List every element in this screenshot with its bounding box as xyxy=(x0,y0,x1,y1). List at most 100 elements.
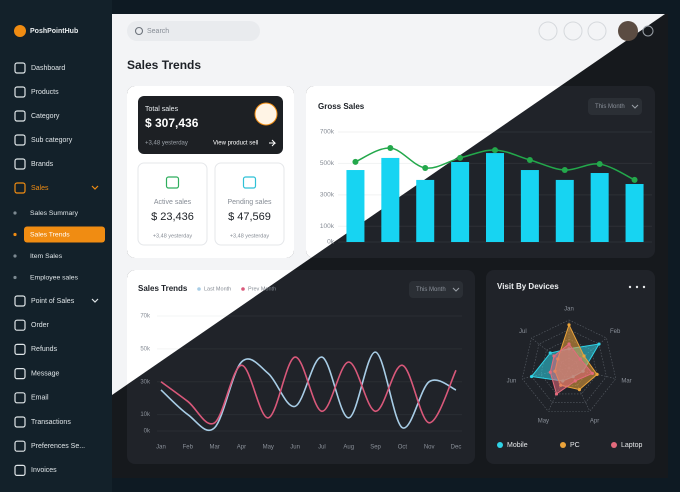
legend-dot xyxy=(611,442,617,448)
radar-point xyxy=(595,372,599,377)
legend-label: Prev Month xyxy=(248,286,276,292)
sidebar xyxy=(0,0,112,492)
search-box[interactable] xyxy=(127,21,260,41)
menu-icon xyxy=(14,368,26,380)
menu-item[interactable]: Invoices xyxy=(31,467,57,474)
submenu-dot xyxy=(13,254,17,258)
chart-title: Gross Sales xyxy=(318,102,365,111)
icon-button[interactable] xyxy=(538,21,558,41)
filter-label: This Month xyxy=(416,287,446,293)
bar xyxy=(590,173,609,242)
pending-label: Pending sales xyxy=(228,199,272,206)
bar xyxy=(451,162,470,242)
radar-point xyxy=(552,354,556,358)
menu-item[interactable]: Message xyxy=(31,370,60,377)
submenu-item[interactable]: Sales Summary xyxy=(30,210,79,217)
icon-button[interactable] xyxy=(587,21,607,41)
filter-dropdown[interactable] xyxy=(409,281,463,298)
axis-label: Jun xyxy=(507,379,517,385)
brand: PoshPointHub xyxy=(30,28,78,35)
chevron xyxy=(452,287,460,292)
chevron xyxy=(631,104,639,109)
pending-value: $ 47,569 xyxy=(228,211,271,223)
settings-icon[interactable] xyxy=(642,25,654,37)
x-tick-label: Jan xyxy=(156,445,166,451)
axis-label: May xyxy=(538,419,549,425)
radar-point xyxy=(567,323,571,327)
line-point xyxy=(526,156,533,163)
radar-point xyxy=(577,388,582,392)
pending-icon xyxy=(242,176,257,189)
menu-icon xyxy=(14,440,26,452)
menu-item[interactable]: Sales xyxy=(31,185,49,192)
bar xyxy=(416,179,435,242)
line-point xyxy=(422,164,429,171)
y-tick-label: 700k xyxy=(320,129,335,136)
radar-point xyxy=(548,351,552,355)
menu-item[interactable]: Refunds xyxy=(31,346,58,353)
axis-label: Jul xyxy=(519,329,527,335)
filter-dropdown[interactable] xyxy=(588,98,642,115)
active-icon xyxy=(165,176,180,189)
menu-icon xyxy=(14,416,26,428)
radar-grid xyxy=(540,338,598,395)
menu-icon xyxy=(14,182,26,194)
y-tick-label: 100k xyxy=(320,223,335,230)
submenu-item[interactable]: Item Sales xyxy=(30,253,63,260)
avatar[interactable] xyxy=(618,21,638,41)
menu-item[interactable]: Brands xyxy=(31,161,54,168)
legend-label: Mobile xyxy=(507,442,528,449)
radar-point xyxy=(597,342,601,346)
more-dot[interactable] xyxy=(642,285,646,289)
radar-grid xyxy=(521,319,617,412)
menu-item[interactable]: Products xyxy=(31,89,59,96)
line-point xyxy=(387,145,394,152)
menu-item[interactable]: Order xyxy=(31,322,50,329)
y-tick-label: 10k xyxy=(140,412,151,418)
more-dot[interactable] xyxy=(635,285,639,289)
active-value: $ 23,436 xyxy=(151,211,194,223)
more-dot[interactable] xyxy=(628,285,632,289)
menu-item[interactable]: Preferences Se... xyxy=(31,443,85,450)
total-card xyxy=(138,96,283,154)
legend-dot xyxy=(497,442,503,448)
view-link[interactable]: View product sell xyxy=(213,141,258,147)
legend-dot xyxy=(241,287,245,291)
total-label: Total sales xyxy=(145,106,179,113)
menu-item[interactable]: Dashboard xyxy=(31,65,65,72)
axis-label: Jan xyxy=(564,307,574,313)
y-tick-label: 500k xyxy=(320,160,335,167)
link-arrow xyxy=(269,139,277,147)
y-tick-label: 70k xyxy=(140,314,151,320)
line xyxy=(160,351,457,432)
total-value: $ 307,436 xyxy=(145,116,199,130)
active-item xyxy=(24,226,105,243)
line xyxy=(160,356,457,425)
page-title: Sales Trends xyxy=(127,58,201,72)
submenu-dot xyxy=(13,275,17,280)
x-tick-label: Jun xyxy=(290,445,300,451)
submenu-item[interactable]: Sales Trends xyxy=(30,231,70,238)
search-placeholder: Search xyxy=(147,28,169,35)
line-point xyxy=(631,176,638,183)
active-change: +3,48 yesterday xyxy=(153,233,193,239)
submenu-item[interactable]: Employee sales xyxy=(30,274,79,281)
menu-item[interactable]: Category xyxy=(31,113,60,120)
bar xyxy=(555,179,574,242)
menu-item[interactable]: Transactions xyxy=(31,419,71,426)
menu-item[interactable]: Email xyxy=(31,395,49,402)
pending-card xyxy=(214,162,285,246)
menu-item[interactable]: Point of Sales xyxy=(31,298,75,305)
menu-item[interactable]: Sub category xyxy=(31,137,73,144)
bar xyxy=(520,170,539,242)
x-tick-label: Nov xyxy=(424,445,435,451)
legend-dot xyxy=(560,442,566,448)
icon-button[interactable] xyxy=(563,21,583,41)
x-tick-label: Apr xyxy=(237,445,246,451)
line-point xyxy=(492,147,498,154)
menu-icon xyxy=(14,464,26,476)
x-tick-label: Oct xyxy=(398,445,408,451)
menu-icon xyxy=(14,134,26,146)
chevron xyxy=(91,185,99,190)
